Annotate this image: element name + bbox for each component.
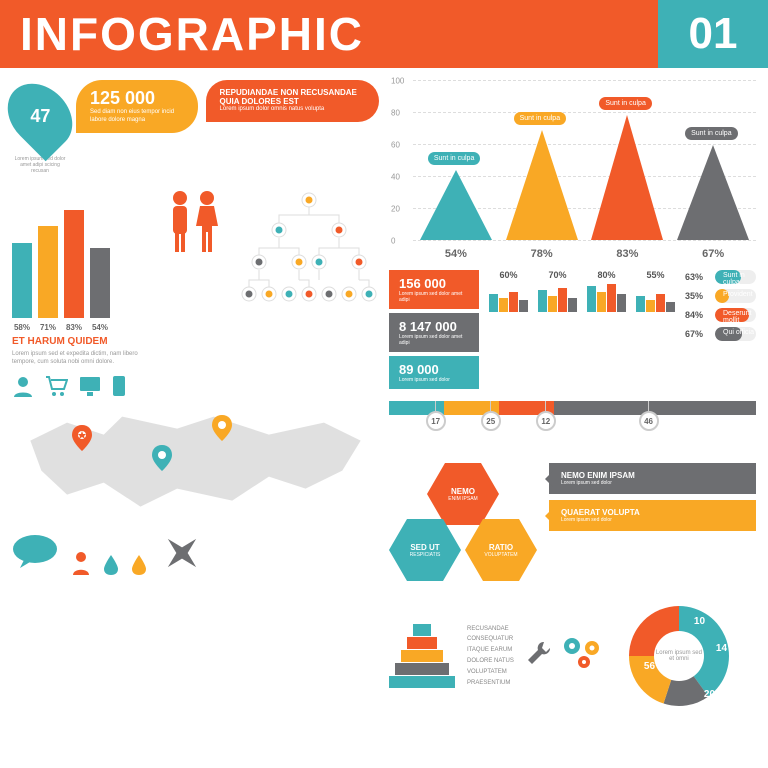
- drop-badge: 47: [0, 71, 85, 162]
- bars-title: ET HARUM QUIDEM: [12, 336, 151, 347]
- timeline: 17251246: [389, 401, 756, 451]
- pyramid: [389, 624, 455, 689]
- wrench-icon: [526, 640, 550, 672]
- world-map: [12, 405, 379, 525]
- badge-repud: REPUDIANDAE NON RECUSANDAE QUIA DOLORES …: [206, 80, 379, 122]
- icon-row: [12, 375, 379, 397]
- drop-icon: [132, 555, 146, 575]
- drop-text: Lorem ipsum sed dolor amet adipi scicing…: [12, 156, 68, 174]
- tree-diagram: [239, 188, 379, 367]
- user-icon: [12, 375, 34, 397]
- donut-chart: Lorem ipsum sed et omni 56101420: [624, 601, 734, 711]
- people-icons: [165, 188, 225, 367]
- drop-icon: [104, 555, 118, 575]
- header-title: INFOGRAPHIC: [0, 0, 658, 68]
- progress-bars: 63%Sunt in culpa35%Provident84%Deserunt …: [685, 270, 756, 393]
- mini-bars: 60%70%80%55%: [489, 270, 675, 393]
- plane-icon: [160, 531, 204, 575]
- person-icon: [72, 551, 90, 575]
- map-pin-icon: [152, 445, 172, 471]
- gears-icon: [562, 636, 612, 677]
- header-number: 01: [658, 0, 768, 68]
- map-pin-icon: [212, 415, 232, 441]
- callouts: NEMO ENIM IPSAMLorem ipsum sed dolorQUAE…: [549, 463, 756, 593]
- map-pin-icon: [72, 425, 92, 451]
- monitor-icon: [78, 375, 102, 397]
- cart-icon: [44, 375, 68, 397]
- bar-chart: 58%71%83%54%: [12, 188, 151, 318]
- speech-bubble: [12, 534, 58, 575]
- header: INFOGRAPHIC 01: [0, 0, 768, 68]
- badge-125: 125 000 Sed diam non eius tempor incid l…: [76, 80, 198, 133]
- hexagons: NEMOENIM IPSAMSED UTRESPICIATISRATIOVOLU…: [389, 463, 539, 593]
- bars-sub: Lorem ipsum sed et expedita dictim, nam …: [12, 351, 151, 367]
- stat-boxes: 156 000Lorem ipsum sed dolor amet adipi8…: [389, 270, 479, 393]
- text-list: RECUSANDAECONSEQUATURITAQUE EARUMDOLORE …: [467, 624, 514, 689]
- triangle-chart: 020406080100 Sunt in culpaSunt in culpaS…: [389, 80, 756, 260]
- phone-icon: [112, 375, 126, 397]
